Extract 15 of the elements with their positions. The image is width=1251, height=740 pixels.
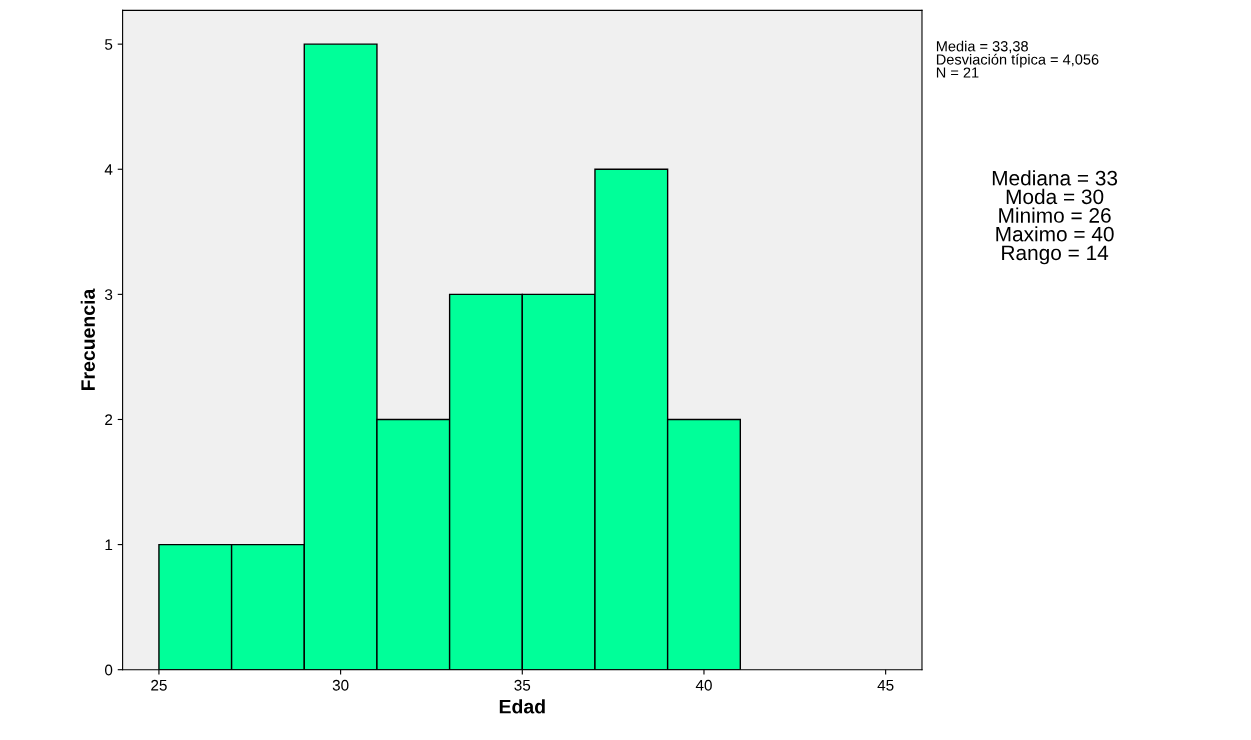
x-tick-label: 30 bbox=[332, 679, 349, 691]
x-tick-label: 45 bbox=[877, 679, 894, 691]
y-tick-label: 3 bbox=[104, 289, 113, 301]
y-tick-label: 2 bbox=[105, 414, 113, 426]
text: Mediana = 33 Moda = 30 Minimo = 26 Maximo = 40 Rango = 14 bbox=[992, 170, 1118, 265]
text: Media = 33,38 Desviación típica = 4,056 N = 21 bbox=[936, 40, 1099, 78]
x-tick-label: 40 bbox=[695, 679, 712, 691]
y-tick-label: 1 bbox=[105, 539, 113, 551]
y-tick-label: 4 bbox=[104, 164, 113, 175]
y-tick-label: 5 bbox=[104, 39, 113, 50]
x-tick-label: 25 bbox=[151, 679, 167, 691]
x-axis-title: Edad bbox=[499, 699, 545, 714]
y-tick-label: 0 bbox=[104, 664, 113, 676]
x-tick-label: 35 bbox=[514, 679, 531, 691]
y-axis-title: Frecuencia bbox=[80, 288, 95, 391]
